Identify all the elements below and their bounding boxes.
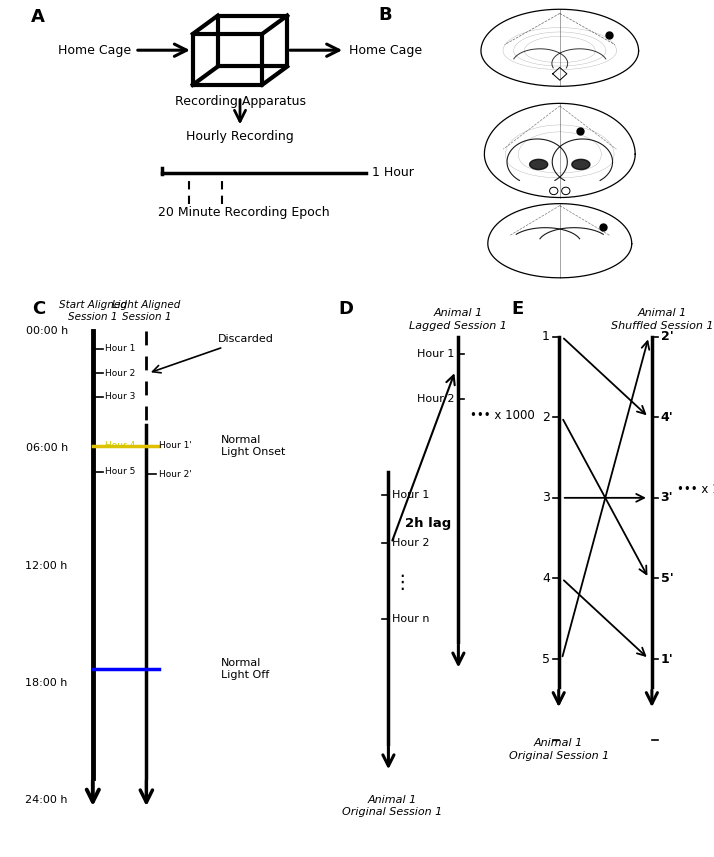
Circle shape <box>550 187 558 195</box>
Text: E: E <box>511 300 523 318</box>
Text: 00:00 h: 00:00 h <box>26 326 68 336</box>
Text: Hour 2: Hour 2 <box>393 538 430 548</box>
Text: 2: 2 <box>542 411 550 423</box>
Text: Hour 1: Hour 1 <box>393 490 430 500</box>
Text: 4': 4' <box>660 411 673 423</box>
Text: Hour 2: Hour 2 <box>417 394 454 404</box>
Text: 24:00 h: 24:00 h <box>25 795 68 806</box>
Text: Hour 1': Hour 1' <box>159 441 192 451</box>
Text: Light Aligned
Session 1: Light Aligned Session 1 <box>112 300 181 322</box>
Text: Animal 1
Lagged Session 1: Animal 1 Lagged Session 1 <box>409 309 508 331</box>
Text: 5: 5 <box>542 652 550 666</box>
Text: Hour 3: Hour 3 <box>106 393 136 401</box>
Text: Animal 1
Shuffled Session 1: Animal 1 Shuffled Session 1 <box>611 309 713 331</box>
Text: Animal 1
Original Session 1: Animal 1 Original Session 1 <box>508 738 609 761</box>
Text: ⋮: ⋮ <box>393 573 412 592</box>
Text: Hour 1: Hour 1 <box>417 349 454 358</box>
Text: 1 Hour: 1 Hour <box>372 166 414 179</box>
Text: 5': 5' <box>660 572 673 585</box>
Text: Home Cage: Home Cage <box>349 44 422 57</box>
Circle shape <box>562 187 570 195</box>
Text: Hour 1: Hour 1 <box>106 345 136 353</box>
Text: Discarded: Discarded <box>153 334 273 373</box>
Polygon shape <box>572 159 590 170</box>
Text: Hour 2': Hour 2' <box>159 470 191 479</box>
Text: Hour 5: Hour 5 <box>106 467 136 476</box>
Text: ••• x 1000: ••• x 1000 <box>677 482 714 496</box>
Text: Hour 4: Hour 4 <box>106 441 136 451</box>
Polygon shape <box>530 159 548 170</box>
Text: Animal 1
Original Session 1: Animal 1 Original Session 1 <box>342 794 443 818</box>
Text: Hour 2: Hour 2 <box>106 369 136 378</box>
Text: 20 Minute Recording Epoch: 20 Minute Recording Epoch <box>158 207 330 219</box>
Text: D: D <box>338 300 353 318</box>
Text: 2h lag: 2h lag <box>406 517 451 530</box>
Text: 1': 1' <box>660 652 673 666</box>
Text: C: C <box>32 300 46 318</box>
Text: Normal
Light Onset: Normal Light Onset <box>221 434 286 457</box>
Text: 3': 3' <box>660 491 673 504</box>
Text: Hourly Recording: Hourly Recording <box>186 130 294 143</box>
Text: Start Aligned
Session 1: Start Aligned Session 1 <box>59 300 127 322</box>
Text: 4: 4 <box>542 572 550 585</box>
Text: 2': 2' <box>660 330 673 343</box>
Text: 1: 1 <box>542 330 550 343</box>
Text: 18:00 h: 18:00 h <box>26 678 68 688</box>
Text: B: B <box>378 6 392 24</box>
Text: 3: 3 <box>542 491 550 504</box>
Text: Home Cage: Home Cage <box>58 44 131 57</box>
Text: 06:00 h: 06:00 h <box>26 443 68 453</box>
Text: Hour n: Hour n <box>393 614 430 625</box>
Text: Normal
Light Off: Normal Light Off <box>221 658 270 680</box>
Text: ••• x 1000: ••• x 1000 <box>471 410 535 423</box>
Text: Recording Apparatus: Recording Apparatus <box>174 95 306 108</box>
Text: A: A <box>31 9 45 27</box>
Text: 12:00 h: 12:00 h <box>26 560 68 571</box>
